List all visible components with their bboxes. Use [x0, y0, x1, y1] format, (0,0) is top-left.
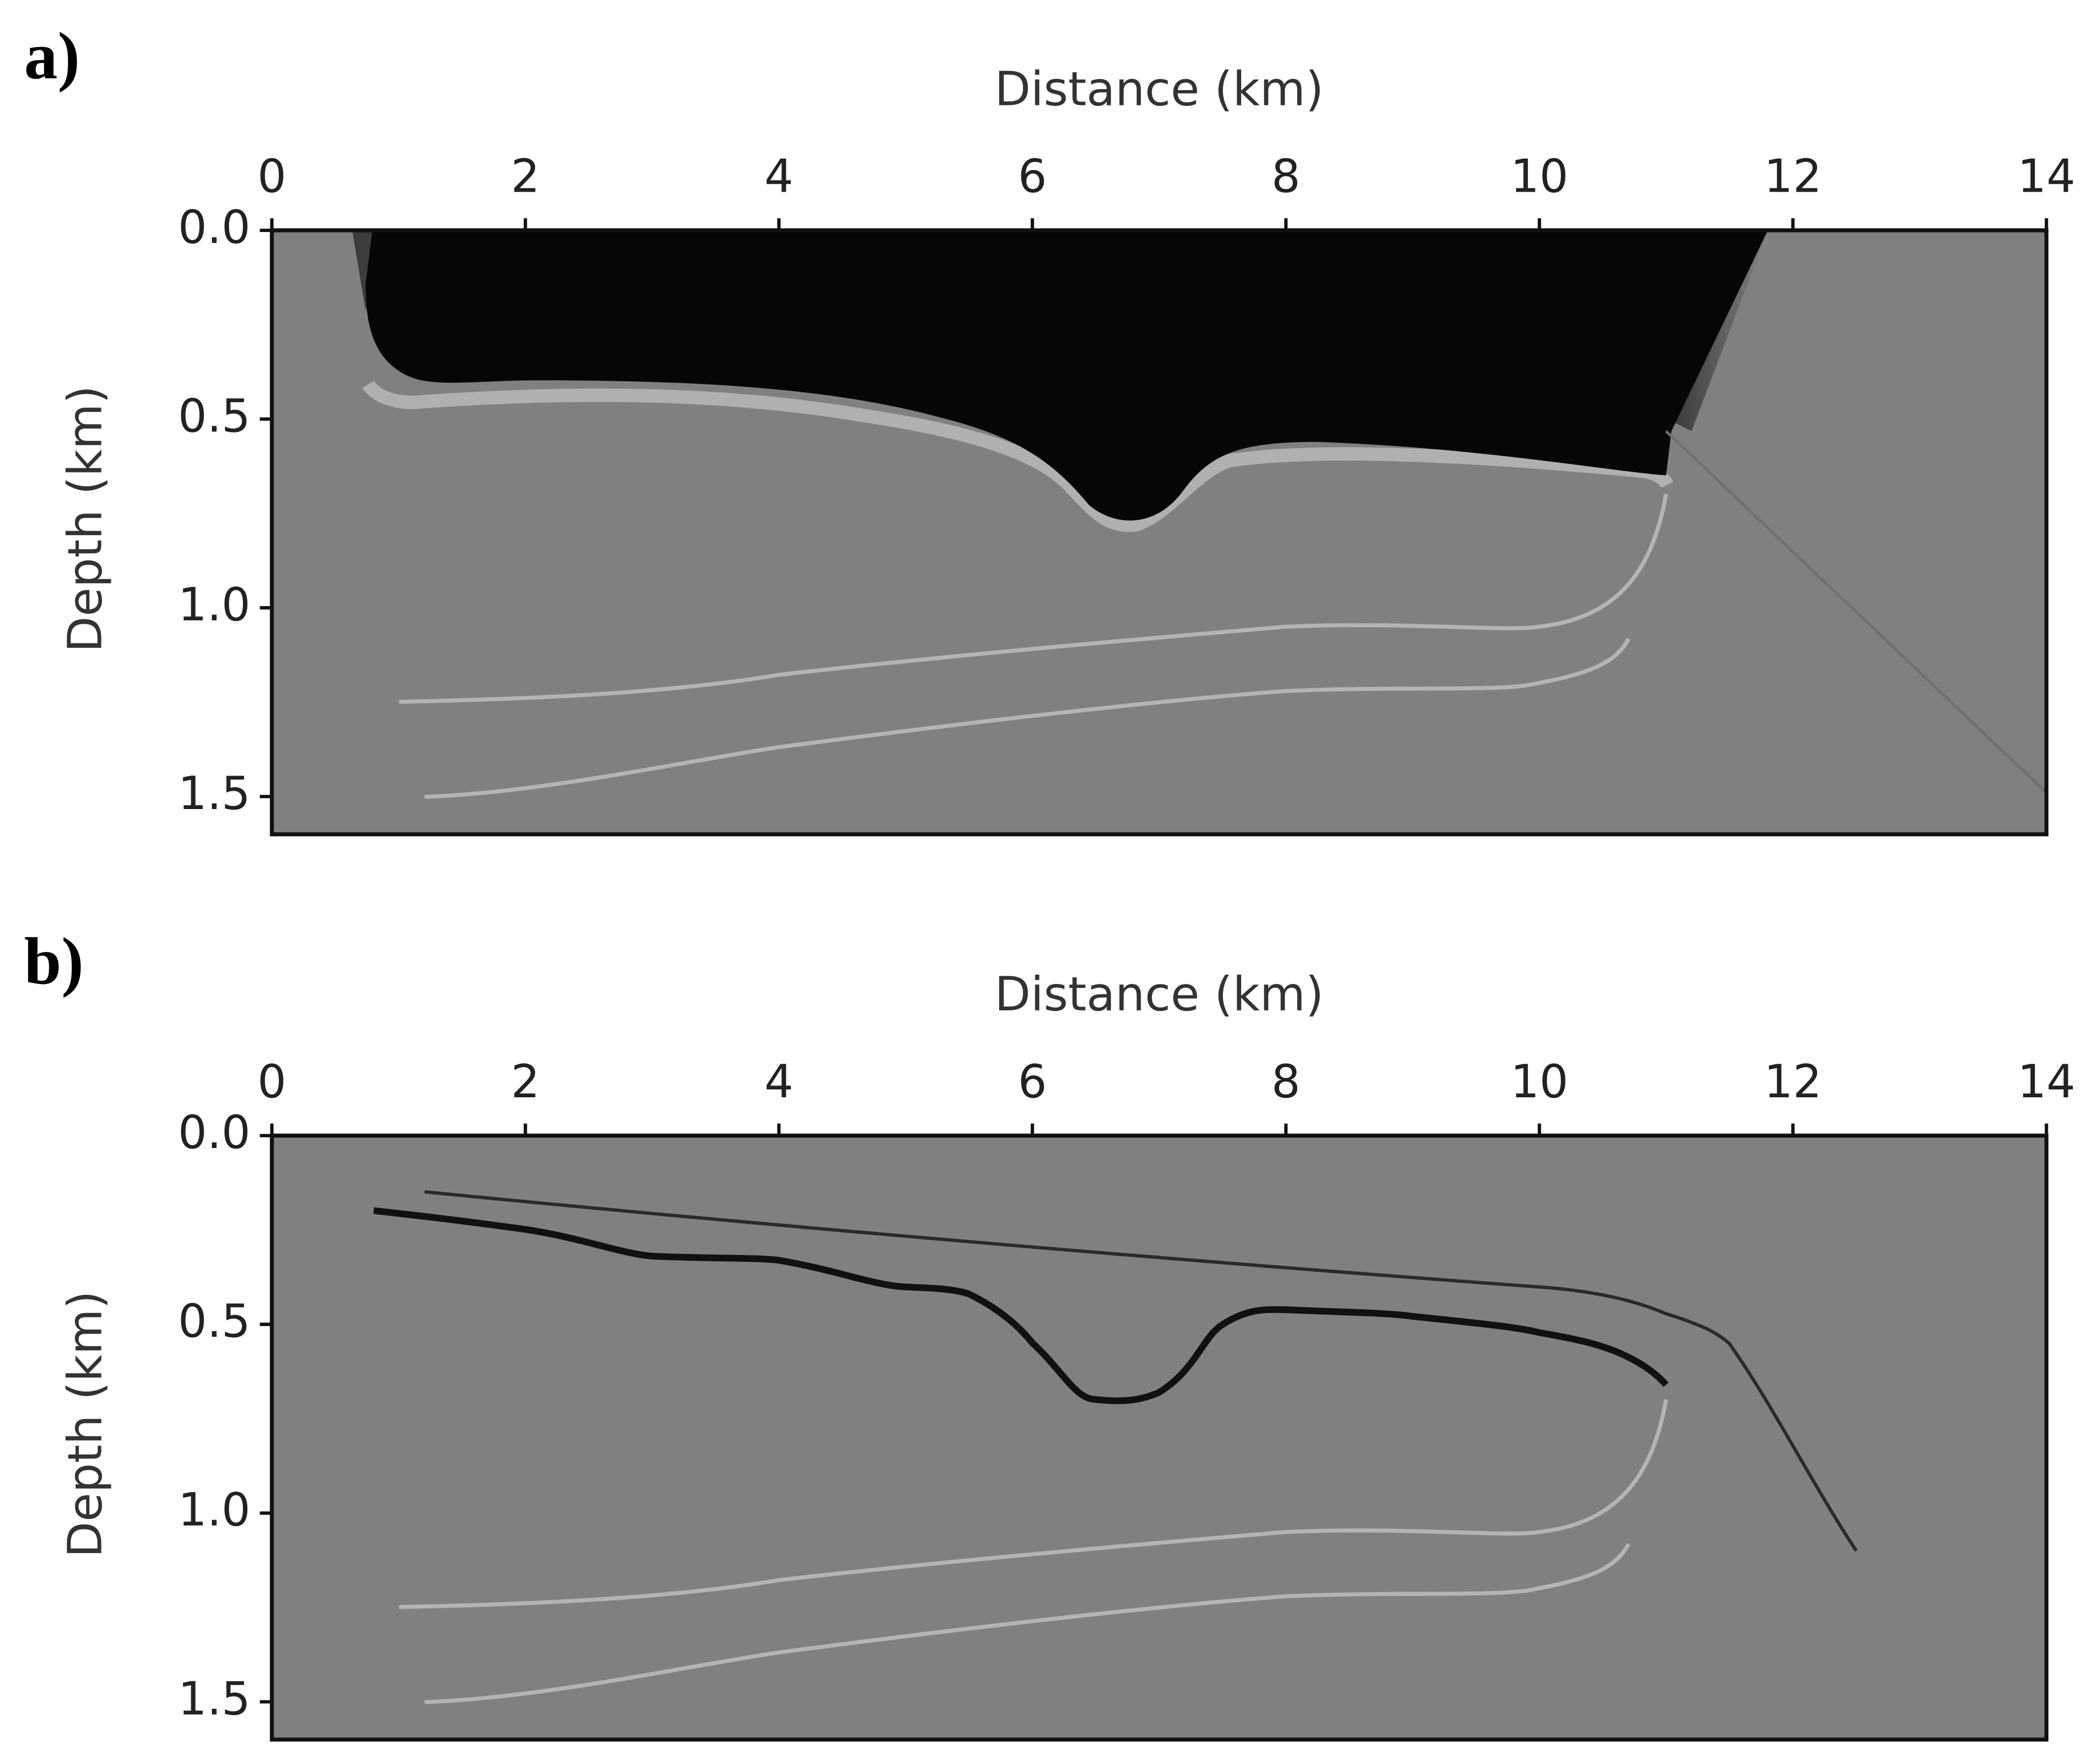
y-tick-label: 0.5 [178, 1294, 250, 1348]
x-axis-label: Distance (km) [994, 968, 1323, 1022]
x-tick-label: 10 [1510, 1055, 1568, 1108]
y-tick-label: 0.5 [178, 389, 250, 442]
x-tick-label: 4 [764, 1055, 793, 1108]
panel-label: b) [24, 924, 84, 998]
x-tick-label: 12 [1764, 150, 1822, 203]
seismic-image [271, 1135, 2047, 1740]
x-tick-label: 6 [1018, 1055, 1047, 1108]
seismic-image [271, 230, 2048, 835]
panel-label: a) [24, 19, 80, 93]
x-tick-label: 8 [1271, 1055, 1300, 1108]
x-tick-label: 8 [1271, 150, 1300, 203]
x-tick-label: 14 [2017, 1055, 2075, 1108]
x-tick-label: 14 [2017, 150, 2075, 203]
x-tick-label: 0 [257, 150, 286, 203]
y-axis-label: Depth (km) [58, 385, 112, 652]
x-tick-label: 2 [511, 150, 540, 203]
y-tick-label: 1.0 [178, 578, 250, 631]
x-tick-label: 4 [764, 150, 793, 203]
y-tick-label: 1.5 [178, 767, 250, 820]
axes-frame [270, 228, 2049, 837]
x-tick-label: 10 [1510, 150, 1568, 203]
y-tick-label: 0.0 [178, 1106, 250, 1159]
y-axis-label: Depth (km) [58, 1291, 112, 1558]
axes-frame [270, 1133, 2049, 1742]
x-axis-label: Distance (km) [994, 62, 1323, 116]
y-tick-label: 0.0 [178, 201, 250, 254]
x-tick-label: 6 [1018, 150, 1047, 203]
y-tick-label: 1.0 [178, 1483, 250, 1536]
y-tick-label: 1.5 [178, 1672, 250, 1725]
x-tick-label: 12 [1764, 1055, 1822, 1108]
x-tick-label: 0 [257, 1055, 286, 1108]
x-tick-label: 2 [511, 1055, 540, 1108]
